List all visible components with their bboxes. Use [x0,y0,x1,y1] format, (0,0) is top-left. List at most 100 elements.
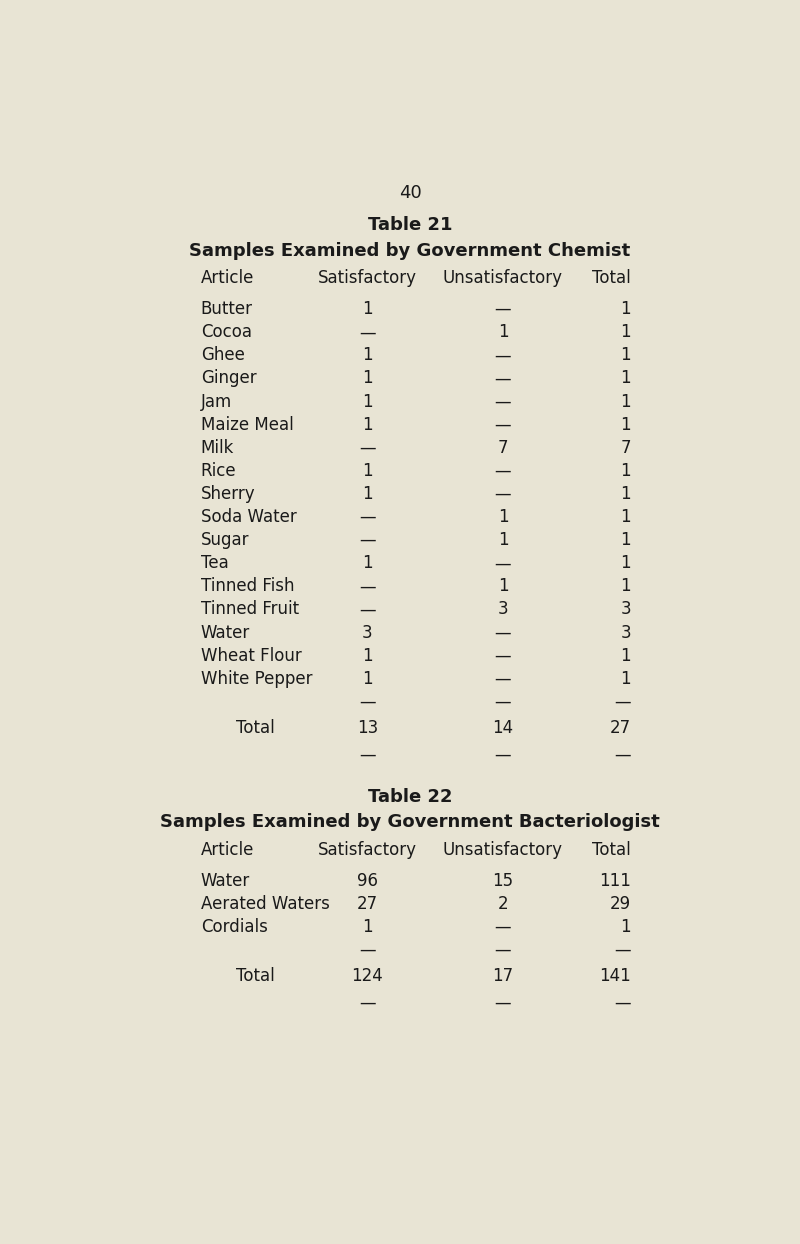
Text: Satisfactory: Satisfactory [318,270,417,287]
Text: —: — [494,415,511,434]
Text: —: — [494,300,511,318]
Text: 1: 1 [620,669,631,688]
Text: Unsatisfactory: Unsatisfactory [443,270,563,287]
Text: 1: 1 [362,555,373,572]
Text: —: — [359,531,376,549]
Text: 1: 1 [362,462,373,480]
Text: 1: 1 [362,300,373,318]
Text: 3: 3 [362,623,373,642]
Text: 2: 2 [498,894,508,913]
Text: —: — [494,940,511,959]
Text: 27: 27 [357,894,378,913]
Text: Total: Total [236,968,274,985]
Text: Table 22: Table 22 [368,787,452,806]
Text: 27: 27 [610,719,631,738]
Text: 1: 1 [620,647,631,664]
Text: 7: 7 [498,439,508,457]
Text: 96: 96 [357,872,378,889]
Text: 1: 1 [620,577,631,596]
Text: 17: 17 [493,968,514,985]
Text: 111: 111 [599,872,631,889]
Text: Samples Examined by Government Chemist: Samples Examined by Government Chemist [190,241,630,260]
Text: 14: 14 [493,719,514,738]
Text: —: — [494,369,511,387]
Text: Cocoa: Cocoa [201,323,252,341]
Text: 29: 29 [610,894,631,913]
Text: Tinned Fruit: Tinned Fruit [201,601,299,618]
Text: 1: 1 [498,323,508,341]
Text: Maize Meal: Maize Meal [201,415,294,434]
Text: Ghee: Ghee [201,346,245,364]
Text: —: — [494,462,511,480]
Text: Tea: Tea [201,555,229,572]
Text: Rice: Rice [201,462,236,480]
Text: —: — [494,647,511,664]
Text: —: — [359,746,376,764]
Text: —: — [359,693,376,710]
Text: Cordials: Cordials [201,918,268,935]
Text: White Pepper: White Pepper [201,669,312,688]
Text: —: — [614,994,631,1011]
Text: Samples Examined by Government Bacteriologist: Samples Examined by Government Bacteriol… [160,814,660,831]
Text: Table 21: Table 21 [368,216,452,234]
Text: —: — [359,508,376,526]
Text: Unsatisfactory: Unsatisfactory [443,841,563,858]
Text: 3: 3 [498,601,508,618]
Text: Article: Article [201,270,254,287]
Text: —: — [494,555,511,572]
Text: —: — [359,601,376,618]
Text: 1: 1 [620,369,631,387]
Text: Satisfactory: Satisfactory [318,841,417,858]
Text: 7: 7 [620,439,631,457]
Text: 1: 1 [498,577,508,596]
Text: Total: Total [236,719,274,738]
Text: Sherry: Sherry [201,485,255,503]
Text: —: — [494,994,511,1011]
Text: 141: 141 [599,968,631,985]
Text: 1: 1 [362,393,373,411]
Text: 13: 13 [357,719,378,738]
Text: —: — [494,918,511,935]
Text: —: — [494,485,511,503]
Text: 1: 1 [620,346,631,364]
Text: Tinned Fish: Tinned Fish [201,577,294,596]
Text: —: — [359,940,376,959]
Text: 1: 1 [620,508,631,526]
Text: 1: 1 [362,918,373,935]
Text: Article: Article [201,841,254,858]
Text: 1: 1 [362,669,373,688]
Text: —: — [614,940,631,959]
Text: Ginger: Ginger [201,369,256,387]
Text: 40: 40 [398,184,422,202]
Text: 1: 1 [362,415,373,434]
Text: —: — [614,693,631,710]
Text: 1: 1 [620,415,631,434]
Text: —: — [494,623,511,642]
Text: 3: 3 [620,623,631,642]
Text: 1: 1 [620,918,631,935]
Text: —: — [359,439,376,457]
Text: 1: 1 [620,531,631,549]
Text: —: — [494,693,511,710]
Text: Milk: Milk [201,439,234,457]
Text: 15: 15 [493,872,514,889]
Text: 1: 1 [498,508,508,526]
Text: —: — [494,669,511,688]
Text: Aerated Waters: Aerated Waters [201,894,330,913]
Text: Soda Water: Soda Water [201,508,297,526]
Text: 1: 1 [362,369,373,387]
Text: —: — [614,746,631,764]
Text: Water: Water [201,623,250,642]
Text: Wheat Flour: Wheat Flour [201,647,302,664]
Text: 1: 1 [498,531,508,549]
Text: —: — [494,393,511,411]
Text: 1: 1 [620,555,631,572]
Text: 124: 124 [351,968,383,985]
Text: —: — [359,994,376,1011]
Text: 1: 1 [620,485,631,503]
Text: 1: 1 [620,300,631,318]
Text: 1: 1 [362,485,373,503]
Text: —: — [494,346,511,364]
Text: 1: 1 [362,647,373,664]
Text: 1: 1 [620,323,631,341]
